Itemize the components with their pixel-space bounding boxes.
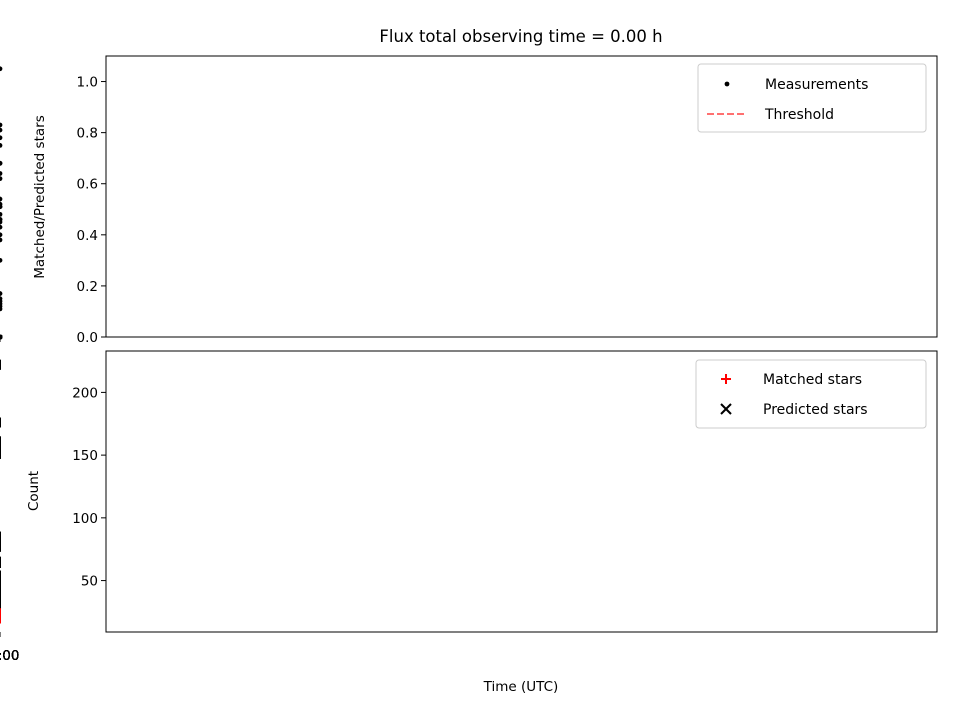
predicted-stars-legend-label: Predicted stars	[763, 402, 868, 418]
ratio-panel: 0.0 0.2 0.4 0.6 0.8 1.0 Matched/Predicted sta…	[0, 55, 938, 346]
measurement-point	[0, 232, 3, 238]
count-y-tick-label: 150	[72, 448, 98, 464]
measurement-point	[0, 196, 3, 202]
ratio-y-axis: 0.0 0.2 0.4 0.6 0.8 1.0	[77, 75, 106, 346]
measurement-point	[0, 217, 3, 222]
measurement-point	[0, 176, 3, 182]
time-x-tick-label: 01:00	[0, 648, 19, 664]
time-x-tick-label: 02:00	[0, 648, 19, 664]
ratio-y-axis-label: Matched/Predicted stars	[32, 115, 48, 278]
measurement-point	[0, 257, 3, 263]
measurement-point	[0, 334, 3, 340]
matched-stars-legend-marker	[721, 374, 731, 384]
count-y-axis: 50 100 150 200	[72, 385, 106, 590]
measurements-legend-marker	[724, 81, 730, 87]
measurement-point	[0, 211, 3, 217]
count-y-axis-label: Count	[26, 471, 42, 511]
matched-stars-legend-label: Matched stars	[763, 372, 862, 388]
time-x-tick-label: 19:00	[0, 648, 19, 664]
measurement-point	[0, 127, 3, 133]
count-panel: 50 100 150 200 19:0020:0021:0022:0023:0000:…	[0, 350, 938, 664]
measurement-point	[0, 66, 3, 72]
measurement-point	[0, 204, 3, 210]
time-x-tick-label: 20:00	[0, 648, 19, 664]
count-y-tick-label: 50	[81, 574, 98, 590]
ratio-y-tick-label: 1.0	[77, 75, 98, 91]
measurement-point	[0, 237, 3, 243]
ratio-y-tick-label: 0.0	[77, 330, 98, 346]
time-x-tick-label: 23:00	[0, 648, 19, 664]
ratio-plot-area	[0, 66, 3, 340]
measurement-point	[0, 224, 3, 230]
threshold-legend-label: Threshold	[764, 107, 834, 123]
measurement-point	[0, 171, 3, 176]
time-x-tick-label: 00:00	[0, 648, 19, 664]
measurement-point	[0, 135, 3, 141]
ratio-legend-box	[697, 63, 927, 133]
time-x-tick-label: 21:00	[0, 648, 19, 664]
count-y-tick-label: 200	[72, 385, 98, 401]
ratio-legend: Measurements Threshold	[697, 63, 927, 133]
measurement-point	[0, 143, 3, 148]
ratio-axes-frame	[105, 55, 938, 338]
measurements-legend-label: Measurements	[765, 77, 868, 93]
time-x-tick-label: 22:00	[0, 648, 19, 664]
measurement-point	[0, 160, 3, 166]
count-y-tick-label: 100	[72, 511, 98, 527]
ratio-y-tick-label: 0.2	[77, 279, 98, 295]
measurement-point	[0, 291, 3, 296]
x-axis-label: Time (UTC)	[483, 679, 559, 695]
measurement-point	[0, 122, 3, 128]
count-axes-frame	[105, 350, 938, 633]
count-legend: Matched stars Predicted stars	[695, 359, 927, 429]
count-legend-box	[695, 359, 927, 429]
predicted-stars-legend-marker	[720, 403, 732, 415]
ratio-y-tick-label: 0.4	[77, 228, 98, 244]
measurement-point	[0, 301, 3, 307]
chart-title: Flux total observing time = 0.00 h	[379, 27, 662, 46]
ratio-y-tick-label: 0.6	[77, 177, 98, 193]
ratio-y-tick-label: 0.8	[77, 126, 98, 142]
measurement-point	[0, 306, 3, 312]
